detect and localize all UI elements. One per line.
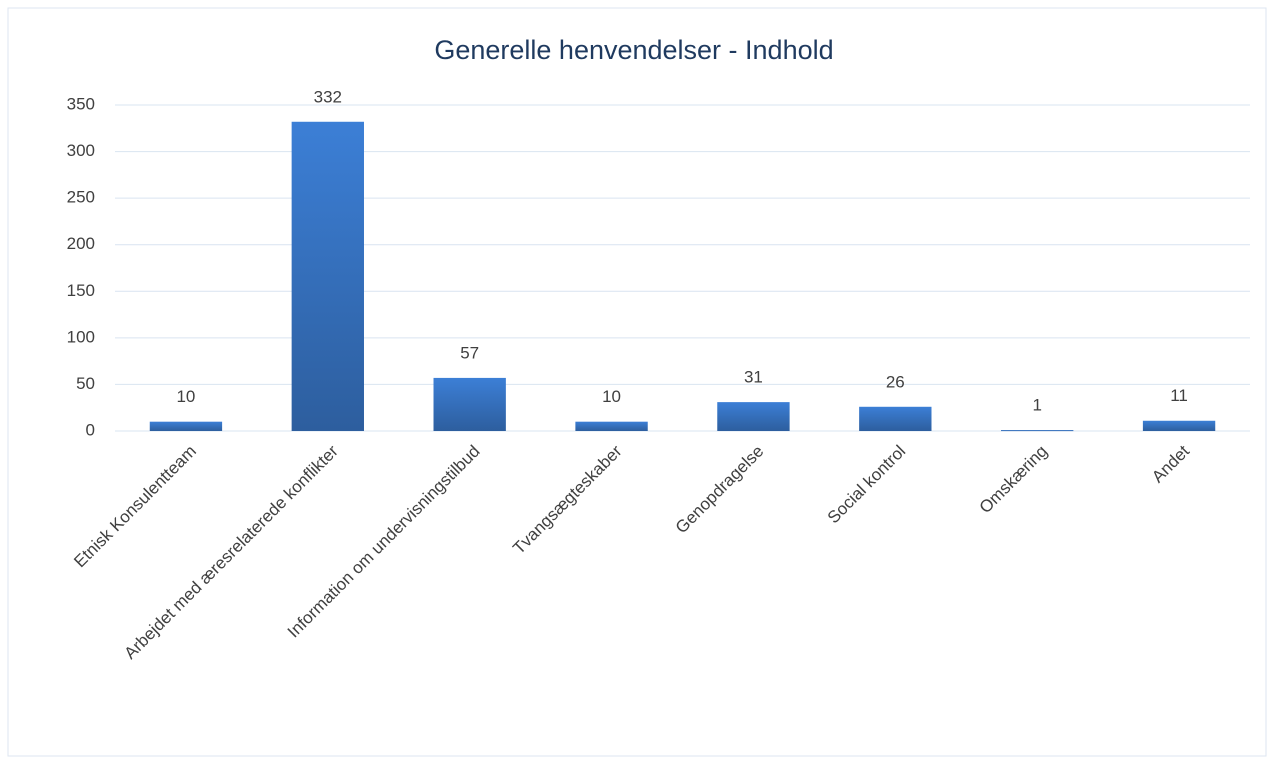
y-tick-label: 350 [67,94,95,113]
data-label: 11 [1170,386,1188,405]
frame [7,7,1267,757]
x-tick-label: Tvangsægteskaber [509,441,626,558]
x-tick-label: Etnisk Konsulentteam [70,442,200,572]
x-tick-label: Genopdragelse [672,442,768,538]
data-label: 10 [602,387,621,406]
x-tick-label: Andet [1148,441,1193,486]
data-label: 10 [176,387,195,406]
y-tick-label: 200 [67,234,95,253]
bar [149,421,223,431]
x-tick-label: Omskæring [976,442,1052,518]
y-tick-label: 300 [67,141,95,160]
bar [575,421,648,431]
bar [433,377,506,431]
y-tick-label: 250 [67,188,95,207]
data-label: 1 [1032,396,1041,415]
data-label: 332 [314,87,342,106]
data-label: 31 [744,368,763,387]
data-label: 26 [886,372,905,391]
y-tick-label: 50 [76,374,95,393]
y-tick-label: 100 [67,327,95,346]
bar [291,121,364,431]
bar [1142,420,1216,431]
bar [1001,430,1074,432]
bar [859,406,932,431]
y-tick-label: 0 [86,420,95,439]
chart-title: Generelle henvendelser - Indhold [434,35,833,65]
x-tick-label: Social kontrol [824,442,910,528]
y-tick-label: 150 [67,281,95,300]
bar [717,402,790,431]
data-label: 57 [460,343,479,362]
